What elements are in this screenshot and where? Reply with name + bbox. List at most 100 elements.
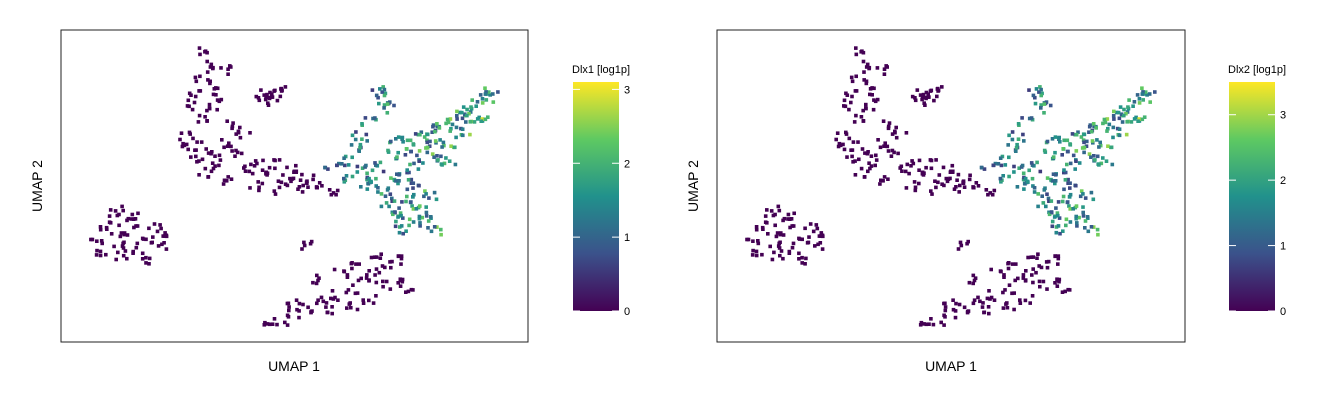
scatter-point [432,225,437,229]
scatter-point [778,232,782,237]
scatter-point [1068,220,1073,224]
scatter-point [1063,289,1067,294]
scatter-point [1033,95,1037,100]
scatter-point [381,284,385,289]
scatter-point [316,278,320,283]
scatter-point [1096,232,1100,237]
scatter-point [211,92,216,97]
scatter-point [1112,117,1116,121]
scatter-point [1007,133,1011,138]
scatter-point [238,135,243,140]
scatter-point [308,241,313,246]
scatter-point [1039,93,1043,98]
scatter-point [1066,177,1070,182]
scatter-point [1063,170,1068,175]
scatter-point [360,166,365,170]
scatter-point [1064,223,1068,228]
scatter-point [900,169,904,173]
scatter-point [920,97,924,102]
scatter-point [1039,106,1043,110]
scatter-point [292,170,296,174]
scatter-point [861,108,865,113]
colorbar-tick-label: 1 [624,232,630,244]
scatter-point [468,132,472,137]
scatter-point [381,169,386,174]
scatter-point [121,241,125,246]
scatter-point [283,85,288,89]
scatter-point [1001,290,1005,295]
scatter-point [1111,125,1116,130]
scatter-point [962,305,967,310]
scatter-point [474,104,478,108]
scatter-point [1026,255,1030,260]
scatter-point [374,176,378,181]
scatter-point [958,183,962,188]
scatter-point [257,185,261,190]
scatter-point [391,212,395,217]
scatter-point [878,182,882,186]
scatter-point [418,224,422,228]
scatter-point [397,206,401,210]
scatter-point [198,52,202,57]
scatter-point [806,240,811,245]
scatter-point [1102,117,1107,122]
scatter-point [1081,192,1085,196]
scatter-point [285,183,290,188]
colorbar-tick-label: 3 [1280,110,1286,122]
scatter-point [416,132,421,137]
scatter-point [971,301,976,306]
scatter-point [1065,162,1069,167]
scatter-point [923,103,927,107]
scatter-point [1105,117,1110,121]
scatter-point [385,102,390,106]
scatter-point [941,165,946,170]
scatter-point [423,189,427,193]
scatter-point [867,161,871,165]
scatter-point [966,239,970,244]
scatter-point [1051,155,1056,159]
scatter-point [150,240,154,245]
scatter-point [954,301,958,306]
scatter-point [311,173,316,178]
scatter-point [776,204,781,209]
scatter-point [234,132,238,136]
scatter-point [461,105,466,109]
scatter-point [444,156,448,160]
scatter-point [1001,174,1005,178]
scatter-point [910,159,914,163]
scatter-point [867,65,872,70]
scatter-point [952,187,957,191]
scatter-point [872,86,876,91]
scatter-point [1053,181,1057,186]
scatter-point [230,124,235,129]
scatter-point [1040,194,1044,198]
scatter-point [197,46,202,50]
scatter-point [1153,90,1157,94]
scatter-point [856,140,860,144]
scatter-point [280,88,284,93]
scatter-point [356,278,361,283]
scatter-point [455,114,459,118]
scatter-point [484,98,489,102]
scatter-point [935,94,939,99]
scatter-point [294,163,298,168]
scatter-point [405,187,410,192]
scatter-point [1005,301,1009,305]
scatter-point [926,92,930,96]
scatter-point [940,85,944,89]
scatter-point [405,168,409,172]
scatter-point [483,117,488,122]
scatter-point [259,88,263,92]
scatter-point [1079,189,1084,193]
scatter-point [1122,113,1126,118]
scatter-point [350,133,355,138]
scatter-point [1024,269,1028,273]
scatter-point [1014,262,1018,266]
scatter-point [158,223,162,227]
colorbar-tick-label: 2 [1280,175,1286,187]
scatter-point [200,157,205,162]
scatter-point [354,130,358,134]
scatter-point [411,220,416,224]
scatter-point [266,101,270,105]
scatter-point [305,181,309,186]
